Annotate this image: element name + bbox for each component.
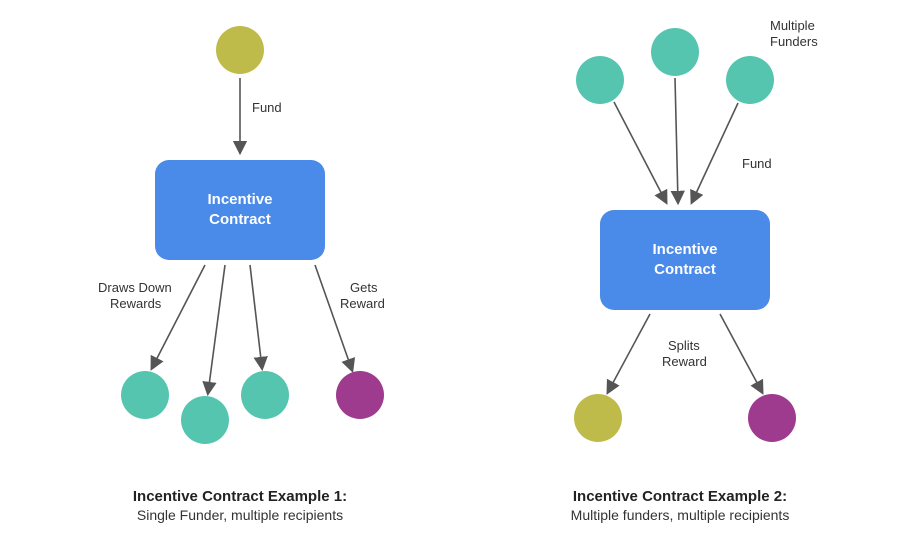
edge-f2	[675, 78, 678, 202]
funders-label-l1: Multiple	[770, 18, 815, 33]
contract-label-l1: Incentive	[652, 241, 717, 258]
node-funder	[651, 28, 699, 76]
edge-r2	[208, 265, 225, 393]
contract-label-l2: Contract	[654, 261, 716, 278]
node-funder	[216, 26, 264, 74]
node-recipient	[336, 371, 384, 419]
caption-right-title: Incentive Contract Example 2:	[520, 488, 840, 505]
node-recipient	[748, 394, 796, 442]
edge-fund-label: Fund	[252, 100, 282, 115]
edge-o2	[720, 314, 762, 392]
node-recipient	[181, 396, 229, 444]
label-splits-l2: Reward	[662, 354, 707, 369]
diagram-right-svg: Multiple Funders Fund Incentive Contract…	[480, 0, 880, 470]
contract-box	[600, 210, 770, 310]
caption-left-title: Incentive Contract Example 1:	[90, 488, 390, 505]
funders-label-l2: Funders	[770, 34, 818, 49]
node-recipient	[574, 394, 622, 442]
label-gets-l2: Reward	[340, 296, 385, 311]
node-recipient	[241, 371, 289, 419]
diagram-left-svg: Fund Incentive Contract Draws Down Rewar…	[40, 0, 440, 470]
edge-r3	[250, 265, 262, 368]
caption-right: Incentive Contract Example 2: Multiple f…	[520, 488, 840, 523]
diagram-left: Fund Incentive Contract Draws Down Rewar…	[40, 0, 440, 470]
contract-box	[155, 160, 325, 260]
edge-fund-label: Fund	[742, 156, 772, 171]
edge-r4	[315, 265, 352, 370]
edge-f3	[692, 103, 738, 202]
contract-label-l1: Incentive	[207, 191, 272, 208]
caption-left-sub: Single Funder, multiple recipients	[90, 507, 390, 523]
node-funder	[726, 56, 774, 104]
caption-right-sub: Multiple funders, multiple recipients	[520, 507, 840, 523]
label-gets-l1: Gets	[350, 280, 378, 295]
label-splits-l1: Splits	[668, 338, 700, 353]
node-recipient	[121, 371, 169, 419]
caption-left: Incentive Contract Example 1: Single Fun…	[90, 488, 390, 523]
label-draws-l1: Draws Down	[98, 280, 172, 295]
node-funder	[576, 56, 624, 104]
diagram-right: Multiple Funders Fund Incentive Contract…	[480, 0, 880, 470]
edge-o1	[608, 314, 650, 392]
edge-f1	[614, 102, 666, 202]
contract-label-l2: Contract	[209, 211, 271, 228]
label-draws-l2: Rewards	[110, 296, 162, 311]
